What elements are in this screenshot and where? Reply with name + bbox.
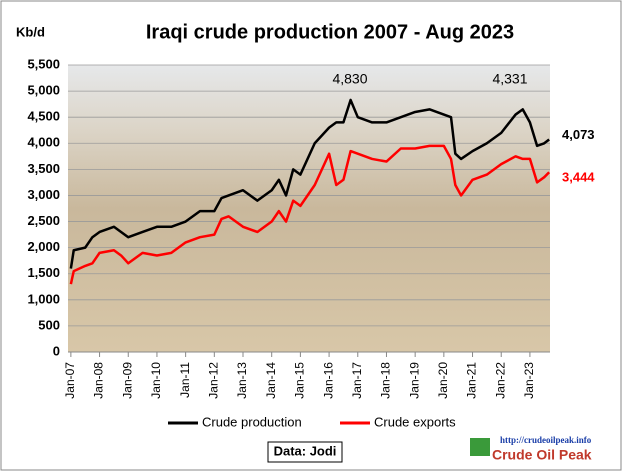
y-tick-label: 3,500 bbox=[27, 161, 60, 176]
annotation: 4,331 bbox=[492, 71, 527, 87]
y-tick-label: 2,500 bbox=[27, 213, 60, 228]
x-tick-label: Jan-23 bbox=[522, 362, 536, 399]
annotation: 4,830 bbox=[332, 71, 367, 87]
source-box bbox=[267, 441, 343, 463]
y-axis-label: Kb/d bbox=[16, 24, 45, 39]
x-tick-label: Jan-09 bbox=[120, 362, 134, 399]
logo-url: http://crudeoilpeak.info bbox=[500, 435, 592, 445]
x-tick-label: Jan-13 bbox=[235, 362, 249, 399]
x-tick-label: Jan-08 bbox=[92, 362, 106, 399]
logo-icon bbox=[470, 438, 490, 456]
y-tick-label: 5,500 bbox=[27, 56, 60, 71]
y-tick-label: 2,000 bbox=[27, 239, 60, 254]
y-tick-label: 5,000 bbox=[27, 83, 60, 98]
x-tick-label: Jan-15 bbox=[293, 362, 307, 399]
y-tick-label: 3,000 bbox=[27, 187, 60, 202]
legend-label: Crude production bbox=[202, 414, 302, 429]
y-tick-label: 500 bbox=[38, 317, 60, 332]
series-line bbox=[69, 98, 550, 269]
x-tick-label: Jan-16 bbox=[321, 362, 335, 399]
plot-background bbox=[68, 65, 550, 352]
y-tick-label: 0 bbox=[53, 343, 60, 358]
legend-label: Crude exports bbox=[374, 414, 456, 429]
x-tick-label: Jan-21 bbox=[465, 362, 479, 399]
x-tick-label: Jan-17 bbox=[350, 362, 364, 399]
x-tick-label: Jan-11 bbox=[178, 362, 192, 398]
x-tick-label: Jan-20 bbox=[436, 362, 450, 399]
x-tick-label: Jan-18 bbox=[379, 362, 393, 399]
y-tick-label: 4,500 bbox=[27, 109, 60, 124]
end-label: 4,073 bbox=[562, 127, 595, 142]
x-tick-label: Jan-10 bbox=[149, 362, 163, 399]
x-tick-label: Jan-19 bbox=[407, 362, 421, 399]
x-tick-label: Jan-12 bbox=[206, 362, 220, 399]
y-tick-label: 4,000 bbox=[27, 135, 60, 150]
y-tick-label: 1,000 bbox=[27, 291, 60, 306]
series-line bbox=[69, 144, 551, 285]
end-label: 3,444 bbox=[562, 170, 595, 185]
x-tick-label: Jan-22 bbox=[493, 362, 507, 399]
chart-title: Iraqi crude production 2007 - Aug 2023 bbox=[146, 21, 514, 43]
y-tick-label: 1,500 bbox=[27, 265, 60, 280]
source: Data: Jodi bbox=[274, 443, 337, 458]
x-tick-label: Jan-07 bbox=[63, 362, 77, 399]
logo-name: Crude Oil Peak bbox=[492, 447, 592, 463]
x-tick-label: Jan-14 bbox=[264, 362, 278, 399]
